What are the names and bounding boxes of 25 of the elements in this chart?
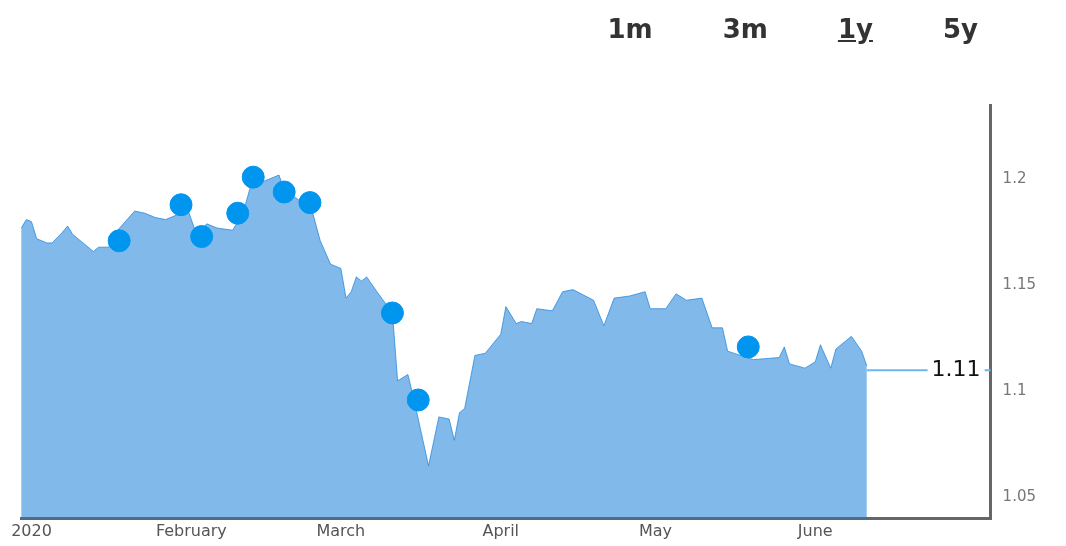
- point: [226, 201, 250, 225]
- y-tick-label: 1.2: [1002, 169, 1027, 188]
- point: [406, 388, 430, 412]
- x-tick-label: May: [638, 520, 672, 540]
- point: [298, 191, 322, 215]
- y-tick-label: 1.05: [1002, 487, 1037, 506]
- point: [169, 193, 193, 217]
- point: [107, 229, 131, 253]
- x-tick-label: February: [155, 520, 227, 540]
- y-tick-label: 1.15: [1002, 275, 1037, 294]
- ref-line-label: 1.11: [931, 355, 981, 381]
- x-tick-label: March: [316, 520, 366, 540]
- x-tick-label: April: [482, 520, 520, 540]
- text: 3m: [722, 14, 768, 44]
- y-tick-label: 1.1: [1002, 381, 1027, 400]
- x-tick-label: 2020: [11, 520, 52, 540]
- point: [241, 165, 265, 189]
- point: [272, 180, 296, 204]
- x-tick-label: June: [796, 520, 833, 540]
- point: [190, 225, 214, 249]
- text: 1m: [607, 14, 653, 44]
- point: [736, 335, 760, 359]
- point: [380, 301, 404, 325]
- text: 5y: [942, 14, 978, 44]
- text: 1y: [837, 14, 873, 44]
